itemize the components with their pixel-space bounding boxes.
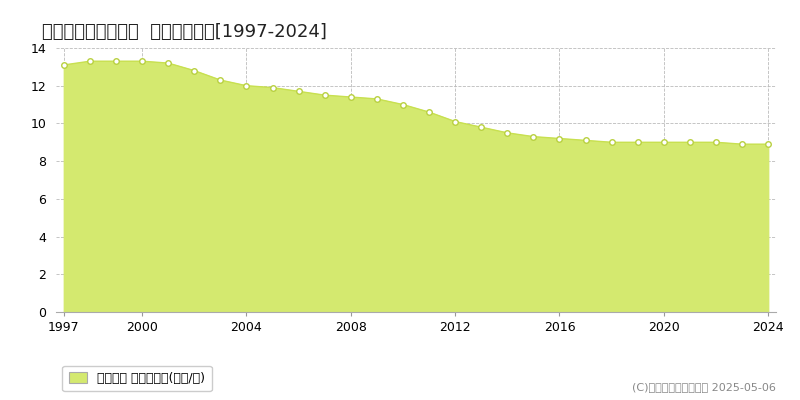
Text: (C)土地価格ドットコム 2025-05-06: (C)土地価格ドットコム 2025-05-06 [632, 382, 776, 392]
Legend: 基準地価 平均坪単価(万円/坪): 基準地価 平均坪単価(万円/坪) [62, 366, 211, 391]
Text: 熊毛郡平生町平生村  基準地価推移[1997-2024]: 熊毛郡平生町平生村 基準地価推移[1997-2024] [42, 23, 326, 41]
